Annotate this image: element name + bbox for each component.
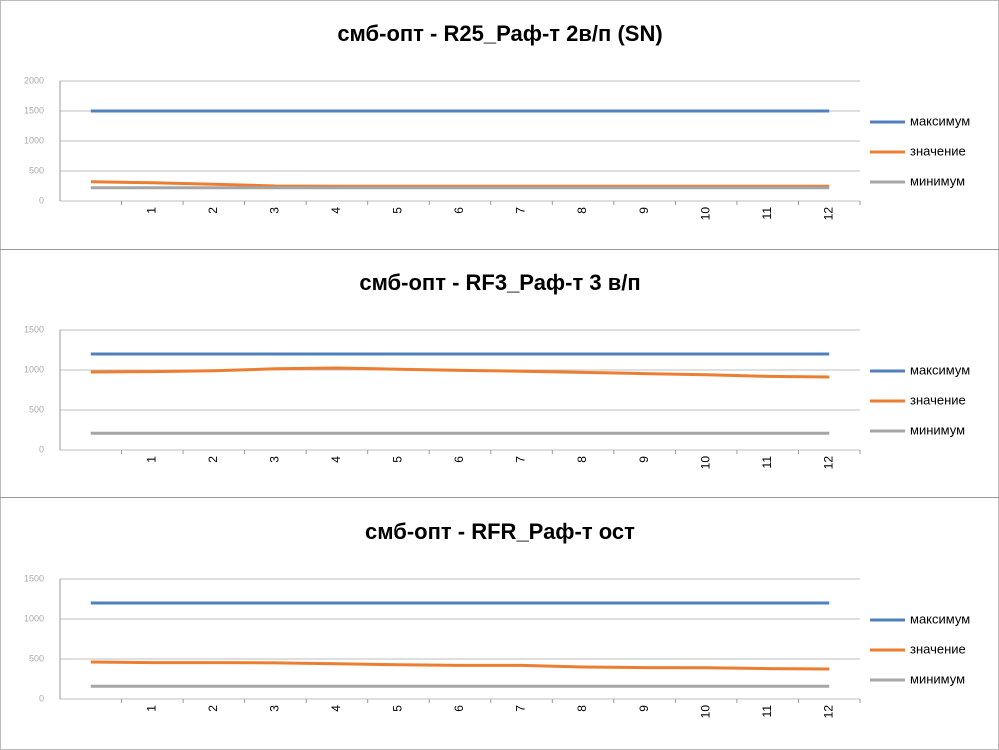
legend-label: минимум	[910, 422, 965, 437]
x-tick-label: 8	[575, 705, 589, 712]
x-tick-label: 5	[391, 456, 405, 463]
x-tick-label: 9	[637, 207, 651, 214]
x-tick-label: 11	[760, 207, 774, 220]
legend-label: максимум	[910, 362, 970, 377]
x-tick-label: 12	[821, 456, 835, 470]
legend-label: значение	[910, 641, 966, 656]
y-tick-label: 1500	[24, 324, 44, 334]
legend-label: максимум	[910, 611, 970, 626]
x-tick-label: 5	[391, 207, 405, 214]
y-tick-label: 1500	[24, 573, 44, 583]
y-tick-label: 1000	[24, 135, 44, 145]
x-tick-label: 10	[698, 207, 712, 221]
x-tick-label: 3	[268, 705, 282, 712]
y-tick-label: 0	[39, 444, 44, 454]
x-tick-label: 8	[575, 456, 589, 463]
x-tick-label: 7	[514, 207, 528, 214]
x-tick-label: 12	[821, 705, 835, 719]
x-tick-label: 4	[329, 207, 343, 214]
y-tick-label: 1500	[24, 105, 44, 115]
y-tick-label: 2000	[24, 75, 44, 85]
x-tick-label: 4	[329, 705, 343, 712]
x-tick-label: 3	[268, 456, 282, 463]
legend-label: минимум	[910, 671, 965, 686]
y-tick-label: 500	[29, 165, 44, 175]
x-tick-label: 9	[637, 456, 651, 463]
x-tick-label: 7	[514, 705, 528, 712]
x-tick-label: 9	[637, 705, 651, 712]
y-tick-label: 1000	[24, 364, 44, 374]
x-tick-label: 1	[144, 705, 158, 712]
y-tick-label: 500	[29, 653, 44, 663]
x-tick-label: 2	[206, 207, 220, 214]
x-tick-label: 11	[760, 456, 774, 469]
x-tick-label: 12	[821, 207, 835, 221]
x-tick-label: 10	[698, 705, 712, 719]
series-line	[90, 180, 830, 188]
x-tick-label: 10	[698, 456, 712, 470]
chart-title: смб-опт - R25_Раф-т 2в/п (SN)	[337, 21, 662, 46]
x-tick-label: 5	[391, 705, 405, 712]
y-tick-label: 0	[39, 693, 44, 703]
x-tick-label: 8	[575, 207, 589, 214]
x-tick-label: 7	[514, 456, 528, 463]
x-tick-label: 6	[452, 456, 466, 463]
x-tick-label: 6	[452, 207, 466, 214]
x-tick-label: 3	[268, 207, 282, 214]
x-tick-label: 1	[144, 207, 158, 214]
x-tick-label: 2	[206, 705, 220, 712]
y-tick-label: 1000	[24, 613, 44, 623]
x-tick-label: 1	[144, 456, 158, 463]
x-tick-label: 11	[760, 705, 774, 718]
x-tick-label: 2	[206, 456, 220, 463]
chart-title: смб-опт - RFR_Раф-т ост	[365, 519, 635, 544]
series-line	[90, 366, 830, 379]
legend-label: минимум	[910, 173, 965, 188]
legend-label: значение	[910, 143, 966, 158]
legend-label: максимум	[910, 113, 970, 128]
legend-label: значение	[910, 392, 966, 407]
y-tick-label: 0	[39, 195, 44, 205]
chart-title: смб-опт - RF3_Раф-т 3 в/п	[359, 270, 640, 295]
y-tick-label: 500	[29, 404, 44, 414]
series-line	[90, 660, 830, 671]
x-tick-label: 4	[329, 456, 343, 463]
x-tick-label: 6	[452, 705, 466, 712]
